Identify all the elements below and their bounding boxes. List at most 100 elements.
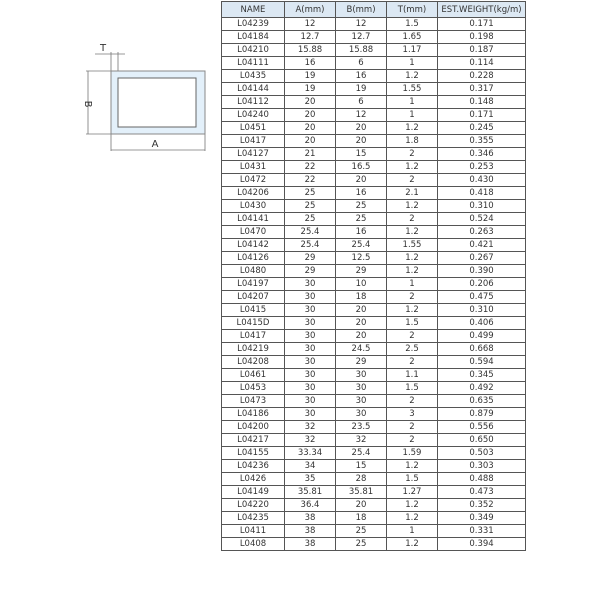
cell-t: 1.2 xyxy=(386,537,438,551)
table-row: L04207 30 18 2 0.475 xyxy=(221,290,526,304)
cell-est-weight: 0.198 xyxy=(437,30,526,44)
cell-t: 2 xyxy=(386,212,438,226)
cell-name: L04219 xyxy=(221,342,285,356)
cell-t: 1.5 xyxy=(386,472,438,486)
table-row: L0415D 30 20 1.5 0.406 xyxy=(221,316,526,330)
table-row: L04240 20 12 1 0.171 xyxy=(221,108,526,122)
cell-a: 20 xyxy=(284,121,336,135)
cell-est-weight: 0.352 xyxy=(437,498,526,512)
cell-b: 6 xyxy=(335,56,387,70)
cell-a: 20 xyxy=(284,134,336,148)
table-row: L0461 30 30 1.1 0.345 xyxy=(221,368,526,382)
cell-est-weight: 0.187 xyxy=(437,43,526,57)
cell-t: 3 xyxy=(386,407,438,421)
table-row: L04217 32 32 2 0.650 xyxy=(221,433,526,447)
cell-est-weight: 0.390 xyxy=(437,264,526,278)
cell-est-weight: 0.635 xyxy=(437,394,526,408)
cell-name: L04217 xyxy=(221,433,285,447)
table-row: L04206 25 16 2.1 0.418 xyxy=(221,186,526,200)
table-row: L04111 16 6 1 0.114 xyxy=(221,56,526,70)
cell-b: 12.5 xyxy=(335,251,387,265)
table-row: L04144 19 19 1.55 0.317 xyxy=(221,82,526,96)
cell-est-weight: 0.355 xyxy=(437,134,526,148)
cell-a: 25.4 xyxy=(284,225,336,239)
cell-a: 21 xyxy=(284,147,336,161)
column-header-t: T(mm) xyxy=(386,1,438,18)
cell-est-weight: 0.499 xyxy=(437,329,526,343)
cell-est-weight: 0.492 xyxy=(437,381,526,395)
cell-name: L04111 xyxy=(221,56,285,70)
cell-est-weight: 0.475 xyxy=(437,290,526,304)
cell-t: 2 xyxy=(386,420,438,434)
cell-a: 25 xyxy=(284,199,336,213)
cell-a: 30 xyxy=(284,329,336,343)
cell-b: 16 xyxy=(335,186,387,200)
cell-name: L0408 xyxy=(221,537,285,551)
cell-est-weight: 0.331 xyxy=(437,524,526,538)
cell-t: 1.8 xyxy=(386,134,438,148)
table-row: L0480 29 29 1.2 0.390 xyxy=(221,264,526,278)
cell-b: 35.81 xyxy=(335,485,387,499)
table-row: L0470 25.4 16 1.2 0.263 xyxy=(221,225,526,239)
cell-name: L0415 xyxy=(221,303,285,317)
cell-est-weight: 0.430 xyxy=(437,173,526,187)
cell-t: 1.55 xyxy=(386,238,438,252)
cell-t: 1.2 xyxy=(386,199,438,213)
cell-name: L04236 xyxy=(221,459,285,473)
cell-est-weight: 0.253 xyxy=(437,160,526,174)
table-row: L0472 22 20 2 0.430 xyxy=(221,173,526,187)
cell-a: 35.81 xyxy=(284,485,336,499)
cell-est-weight: 0.594 xyxy=(437,355,526,369)
table-header-row: NAME A(mm) B(mm) T(mm) EST.WEIGHT(kg/m) xyxy=(221,1,526,18)
cell-a: 34 xyxy=(284,459,336,473)
cell-a: 30 xyxy=(284,290,336,304)
table-row: L0451 20 20 1.2 0.245 xyxy=(221,121,526,135)
cell-t: 1.27 xyxy=(386,485,438,499)
cell-t: 1.2 xyxy=(386,160,438,174)
cell-a: 29 xyxy=(284,264,336,278)
cell-est-weight: 0.473 xyxy=(437,485,526,499)
cell-b: 18 xyxy=(335,511,387,525)
cell-t: 1.2 xyxy=(386,511,438,525)
cell-b: 25 xyxy=(335,212,387,226)
cell-name: L0417 xyxy=(221,329,285,343)
table-row: L04236 34 15 1.2 0.303 xyxy=(221,459,526,473)
cell-t: 1.5 xyxy=(386,381,438,395)
column-header-est-weight: EST.WEIGHT(kg/m) xyxy=(437,1,526,18)
cell-t: 1 xyxy=(386,524,438,538)
cell-b: 12 xyxy=(335,17,387,31)
cell-t: 1 xyxy=(386,108,438,122)
cell-name: L04126 xyxy=(221,251,285,265)
cell-est-weight: 0.171 xyxy=(437,108,526,122)
cell-est-weight: 0.206 xyxy=(437,277,526,291)
cell-b: 12.7 xyxy=(335,30,387,44)
cell-t: 2 xyxy=(386,394,438,408)
table-row: L04142 25.4 25.4 1.55 0.421 xyxy=(221,238,526,252)
cell-a: 30 xyxy=(284,342,336,356)
cell-est-weight: 0.668 xyxy=(437,342,526,356)
column-header-name: NAME xyxy=(221,1,285,18)
cell-t: 2.1 xyxy=(386,186,438,200)
cell-b: 24.5 xyxy=(335,342,387,356)
cell-name: L04127 xyxy=(221,147,285,161)
cell-name: L04184 xyxy=(221,30,285,44)
cell-a: 30 xyxy=(284,316,336,330)
b-label: B xyxy=(82,101,93,108)
cell-t: 1.5 xyxy=(386,17,438,31)
cell-name: L0453 xyxy=(221,381,285,395)
cell-b: 16 xyxy=(335,69,387,83)
cell-a: 32 xyxy=(284,433,336,447)
cell-name: L04141 xyxy=(221,212,285,226)
cell-t: 2 xyxy=(386,147,438,161)
table-row: L04112 20 6 1 0.148 xyxy=(221,95,526,109)
cell-t: 2 xyxy=(386,433,438,447)
cell-est-weight: 0.418 xyxy=(437,186,526,200)
table-row: L04197 30 10 1 0.206 xyxy=(221,277,526,291)
cell-name: L0473 xyxy=(221,394,285,408)
table-row: L0453 30 30 1.5 0.492 xyxy=(221,381,526,395)
cell-a: 38 xyxy=(284,524,336,538)
cell-name: L04142 xyxy=(221,238,285,252)
cell-name: L04197 xyxy=(221,277,285,291)
cell-t: 1.17 xyxy=(386,43,438,57)
cell-t: 2 xyxy=(386,355,438,369)
